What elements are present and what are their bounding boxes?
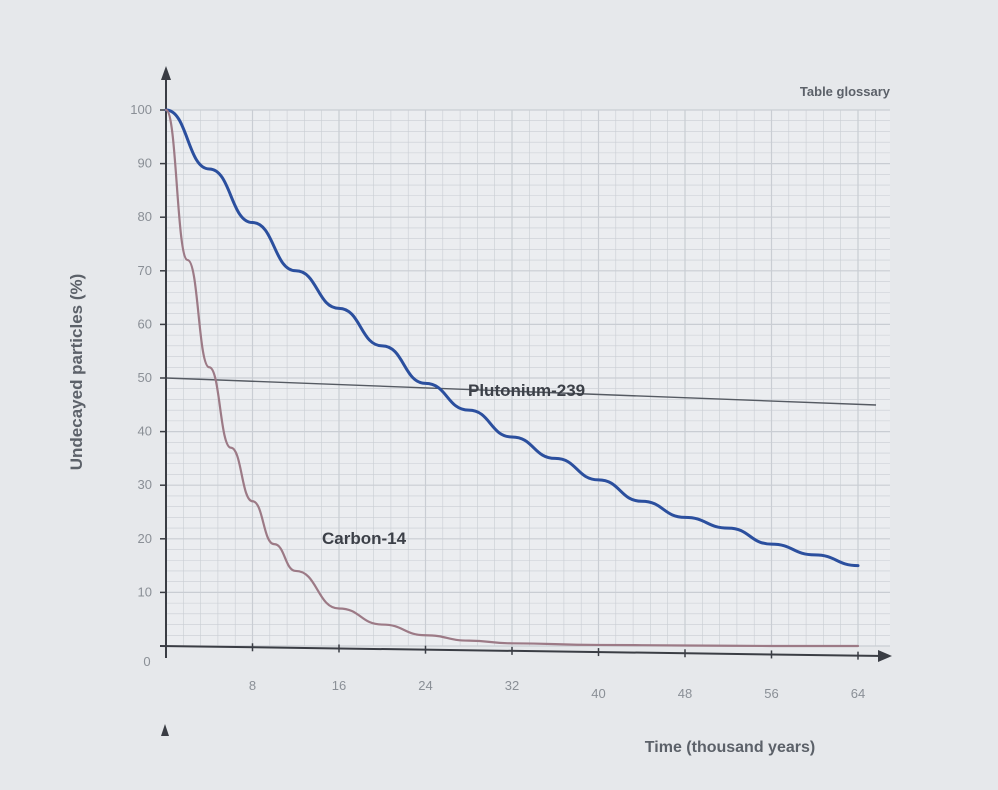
y-tick-label: 90 (138, 156, 152, 171)
series-label-carbon: Carbon-14 (322, 529, 407, 548)
x-tick-group: 8 16 24 32 40 48 56 64 (249, 643, 865, 701)
y-axis-title: Undecayed particles (%) (67, 274, 86, 471)
x-tick-label: 64 (851, 686, 865, 701)
x-axis-line (159, 645, 885, 657)
y-tick-group: 10 20 30 40 50 60 70 80 90 100 (130, 102, 166, 599)
series-line-plutonium (164, 108, 860, 568)
y-tick-label: 40 (138, 424, 152, 439)
series-line-carbon (164, 108, 860, 648)
x-tick-label: 16 (332, 678, 346, 693)
x-tick-label: 8 (249, 678, 256, 693)
x-axis-title: Time (thousand years) (645, 739, 815, 756)
series-label-plutonium: Plutonium-239 (468, 381, 585, 400)
y-tick-label: 20 (138, 531, 152, 546)
chart-grid (165, 109, 890, 647)
chart-header-text: Table glossary (800, 84, 891, 99)
half-life-reference-line (165, 377, 877, 406)
x-tick-label: 56 (764, 686, 778, 701)
x-tick-label: 32 (505, 678, 519, 693)
corner-arrow-icon (161, 724, 169, 736)
x-axis-arrow-icon (878, 650, 892, 662)
origin-label: 0 (143, 654, 150, 669)
x-tick-label: 24 (418, 678, 432, 693)
series-lines (164, 108, 860, 648)
y-tick-label: 60 (138, 316, 152, 331)
y-tick-label: 80 (138, 209, 152, 224)
y-tick-label: 30 (138, 477, 152, 492)
x-tick-label: 48 (678, 686, 692, 701)
x-tick-label: 40 (591, 686, 605, 701)
y-tick-label: 50 (138, 370, 152, 385)
y-tick-label: 10 (138, 584, 152, 599)
y-tick-label: 70 (138, 263, 152, 278)
y-tick-label: 100 (130, 102, 152, 117)
chart-axes (159, 66, 892, 662)
y-axis-arrow-icon (161, 66, 171, 80)
